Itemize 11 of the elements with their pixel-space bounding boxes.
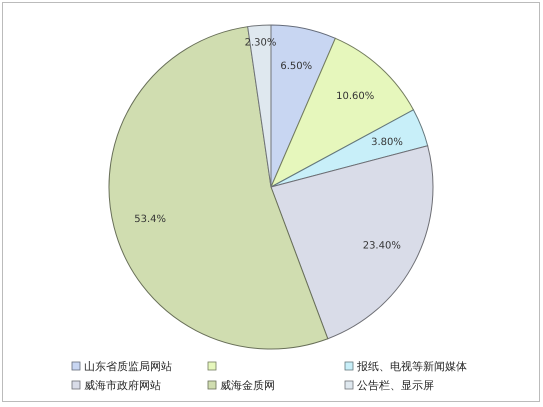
data-label: 10.60% xyxy=(336,91,374,102)
data-label: 23.40% xyxy=(362,240,401,252)
data-label: 6.50% xyxy=(280,60,312,72)
data-label: 3.80% xyxy=(371,137,403,148)
legend-label: 威海市政府网站 xyxy=(84,379,161,392)
legend-label: 报纸、电视等新闻媒体 xyxy=(356,360,467,373)
legend-label: 山东省质监局网站 xyxy=(84,360,172,373)
legend-label: 公告栏、显示屏 xyxy=(357,379,434,392)
data-label: 53.4% xyxy=(134,214,166,226)
legend-label: 威海金质网 xyxy=(220,379,275,392)
pie-slice xyxy=(108,26,328,350)
